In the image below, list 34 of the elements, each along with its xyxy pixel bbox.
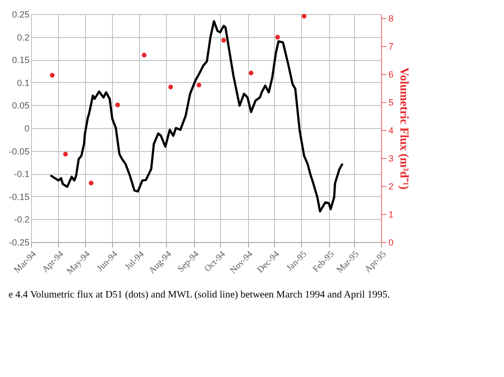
y2-axis-title: Volumetric Flux (m³d⁻¹)	[398, 67, 412, 190]
point	[196, 82, 202, 88]
line-series	[50, 20, 344, 213]
point	[248, 70, 254, 76]
point	[221, 38, 226, 43]
y2-tick-label: 0	[388, 238, 394, 248]
y2-tick-label: 6	[388, 70, 394, 80]
y-tick-label: -0.05	[8, 146, 30, 156]
y-tick-label: 0.1	[16, 78, 30, 88]
y-tick-label: -0.1	[14, 169, 30, 180]
text: e 4.4 Volumetric flux at D51 (dots) and MWL (solid line) between March 1994 and April 1995.	[8, 290, 390, 301]
y2-tick-label: 5	[388, 98, 394, 108]
y-tick-label: 0.15	[12, 55, 30, 66]
y-tick-label: 0.2	[16, 32, 30, 42]
y2-tick-label: 4	[388, 126, 394, 136]
y2-tick-label: 1	[388, 210, 394, 220]
y-tick-label: -0.25	[8, 238, 30, 248]
y-tick-label: 0	[24, 124, 30, 134]
point	[50, 72, 55, 78]
y2-tick-label: 2	[388, 182, 394, 192]
point	[142, 52, 146, 58]
y-tick-label: 0.05	[12, 100, 30, 111]
point	[275, 34, 280, 40]
y-tick-label: -0.15	[8, 192, 30, 202]
y2-tick-label: 3	[388, 154, 394, 164]
point	[168, 84, 173, 90]
point	[63, 152, 68, 156]
point	[88, 180, 94, 186]
y-tick-label: 0.25	[12, 10, 30, 20]
y2-tick-label: 7	[388, 42, 394, 52]
y-tick-label: -0.2	[14, 214, 30, 225]
y2-tick-label: 8	[388, 14, 394, 24]
point	[115, 102, 120, 108]
point	[302, 14, 306, 19]
